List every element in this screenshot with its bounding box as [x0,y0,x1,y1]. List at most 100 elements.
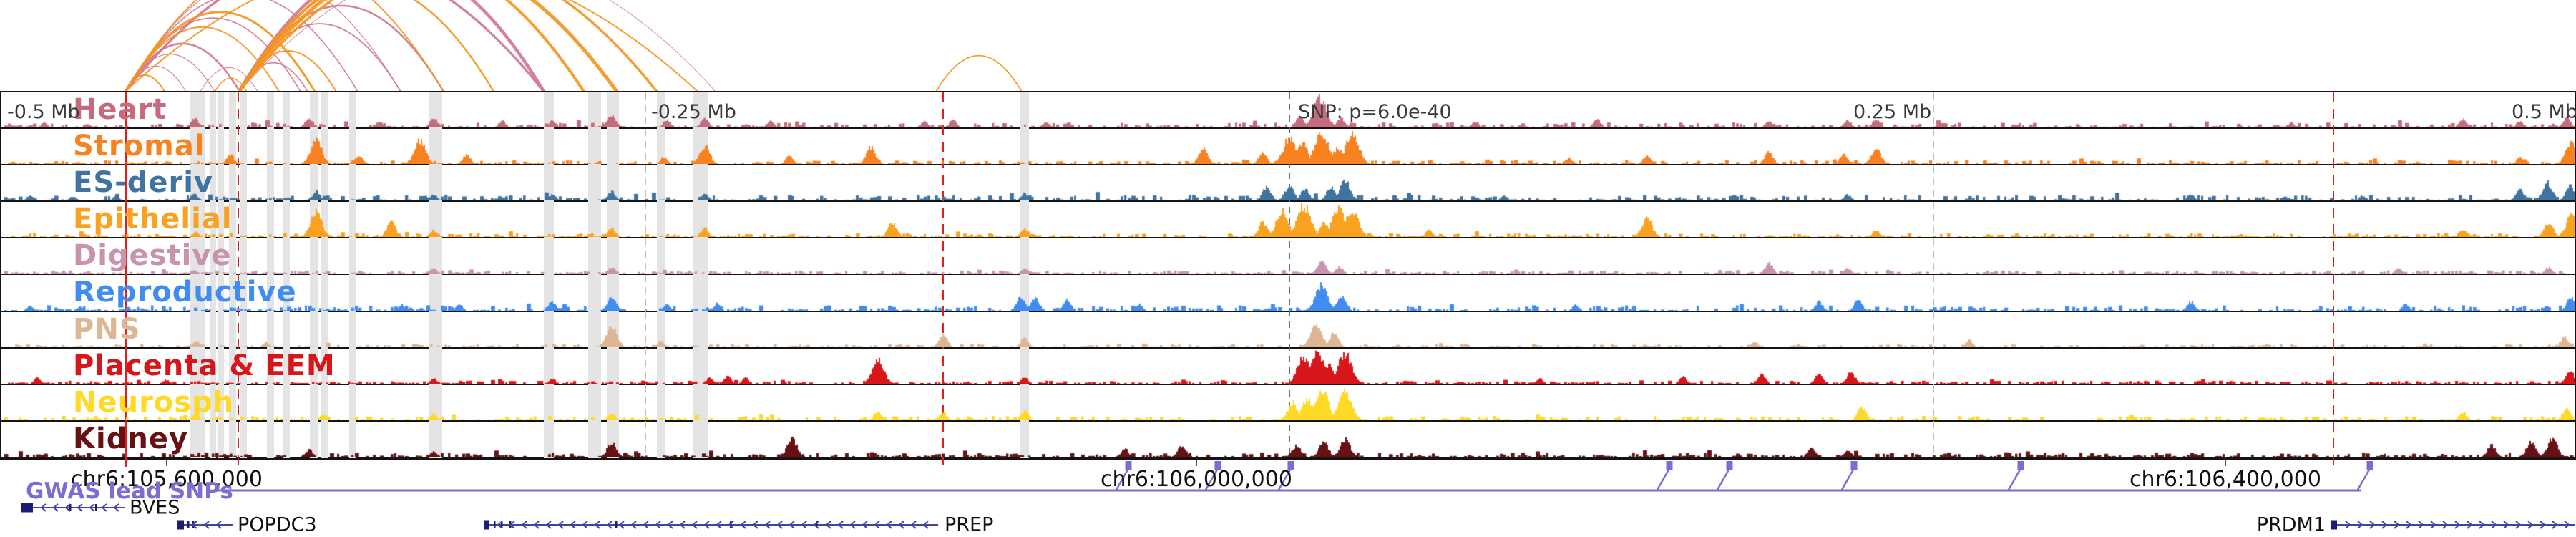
strand-arrow-icon [2357,521,2363,529]
gwas-snp-marker [1726,461,1733,470]
track-signal-canvas [1,385,2575,420]
gene-name-label: PREP [945,514,993,536]
strand-arrow-icon [2540,521,2546,529]
track-label: ES-deriv [73,166,214,200]
track-lane-placenta-eem: Placenta & EEM [1,349,2575,385]
gwas-snp-marker [1850,461,1858,470]
strand-arrow-icon [837,521,844,529]
strand-arrow-icon [2564,521,2570,529]
track-lane-heart: Heart [1,92,2575,130]
highlight-band [349,92,356,458]
strand-arrow-icon [2552,521,2558,529]
interaction-arc [124,42,241,92]
strand-arrow-icon [752,521,758,529]
axis-tick-label: SNP: p=6.0e-40 [1298,101,1452,123]
strand-arrow-icon [728,521,734,529]
gwas-snp-marker [1125,461,1132,470]
highlight-band [283,92,290,458]
strand-arrow-icon [643,521,649,529]
interaction-arc [238,0,716,92]
strand-arrow-icon [509,521,515,529]
strand-arrow-icon [618,521,625,529]
gwas-snp-marker [1214,461,1221,470]
strand-arrow-icon [203,521,210,529]
gwas-snp-marker [1666,461,1673,470]
strand-arrow-icon [2430,521,2436,529]
gene-prep: PREP [484,514,993,536]
strand-arrow-icon [40,503,47,512]
strand-arrow-icon [910,521,917,529]
strand-arrow-icon [886,521,892,529]
gwas-snp-marker [1287,461,1294,470]
strand-arrow-icon [2418,521,2424,529]
strand-arrow-icon [2381,521,2388,529]
track-label: Reproductive [73,276,297,309]
genome-coordinate: chr6:106,000,000 [1101,467,1292,492]
highlight-band [218,92,224,458]
strand-arrow-icon [679,521,686,529]
axis-tick-label: 0.25 Mb [1853,101,1932,123]
gwas-snp-leader-line [2007,469,2021,490]
strand-arrow-icon [691,521,698,529]
strand-arrow-icon [215,521,222,529]
strand-arrow-icon [101,503,107,512]
strand-arrow-icon [2491,521,2497,529]
strand-arrow-icon [2515,521,2522,529]
strand-arrow-icon [898,521,904,529]
strand-arrow-icon [862,521,868,529]
strand-arrow-icon [740,521,746,529]
gwas-track-label: GWAS lead SNPs [26,478,233,504]
track-lane-es-deriv: ES-deriv [1,165,2575,203]
strand-arrow-icon [545,521,552,529]
strand-arrow-icon [2345,521,2351,529]
interaction-arc [238,0,545,92]
strand-arrow-icon [606,521,613,529]
track-signal-canvas [1,349,2575,384]
strand-arrow-icon [2527,521,2534,529]
strand-arrow-icon [789,521,795,529]
mb-gridline [1933,92,1934,458]
strand-arrow-icon [2454,521,2461,529]
track-signal-canvas [1,422,2575,457]
strand-arrow-icon [570,521,576,529]
interaction-arc [238,0,658,92]
track-label: Stromal [73,130,205,163]
strand-arrow-icon [594,521,600,529]
strand-arrow-icon [703,521,710,529]
track-label: Kidney [73,422,189,455]
interaction-arc [238,0,585,92]
strand-arrow-icon [497,521,503,529]
strand-arrow-icon [52,503,59,512]
genome-coordinate: chr6:105,600,000 [71,467,263,492]
strand-arrow-icon [2442,521,2449,529]
interaction-arc [125,26,280,92]
strand-arrow-icon [89,503,95,512]
strand-arrow-icon [2479,521,2485,529]
gwas-snp-leader-line [1716,469,1730,490]
highlight-band [310,92,318,458]
gene-name-label: POPDC3 [238,514,317,536]
track-lane-digestive: Digestive [1,238,2575,276]
snp-position-line [1289,92,1290,458]
track-label: Epithelial [73,203,233,236]
strand-arrow-icon [655,521,661,529]
strand-arrow-icon [2503,521,2509,529]
gene-bves: BVES [21,497,180,519]
interaction-arc [238,0,495,92]
track-signal-canvas [1,239,2575,274]
strand-arrow-icon [922,521,929,529]
track-label: PNS [73,312,141,346]
strand-arrow-icon [582,521,588,529]
gwas-and-genes-panel: BVES POPDC3 PREP PRDM1 [21,460,2575,536]
strand-arrow-icon [776,521,783,529]
gwas-snp-leader-line [2356,469,2371,490]
strand-arrow-icon [630,521,637,529]
gene-name-label: BVES [130,497,180,519]
mb-gridline [645,92,646,458]
interaction-arc [124,11,316,92]
track-label: Placenta & EEM [73,349,336,382]
highlight-band [229,92,236,458]
track-signal-canvas [1,312,2575,347]
track-lane-epithelial: Epithelial [1,202,2575,239]
